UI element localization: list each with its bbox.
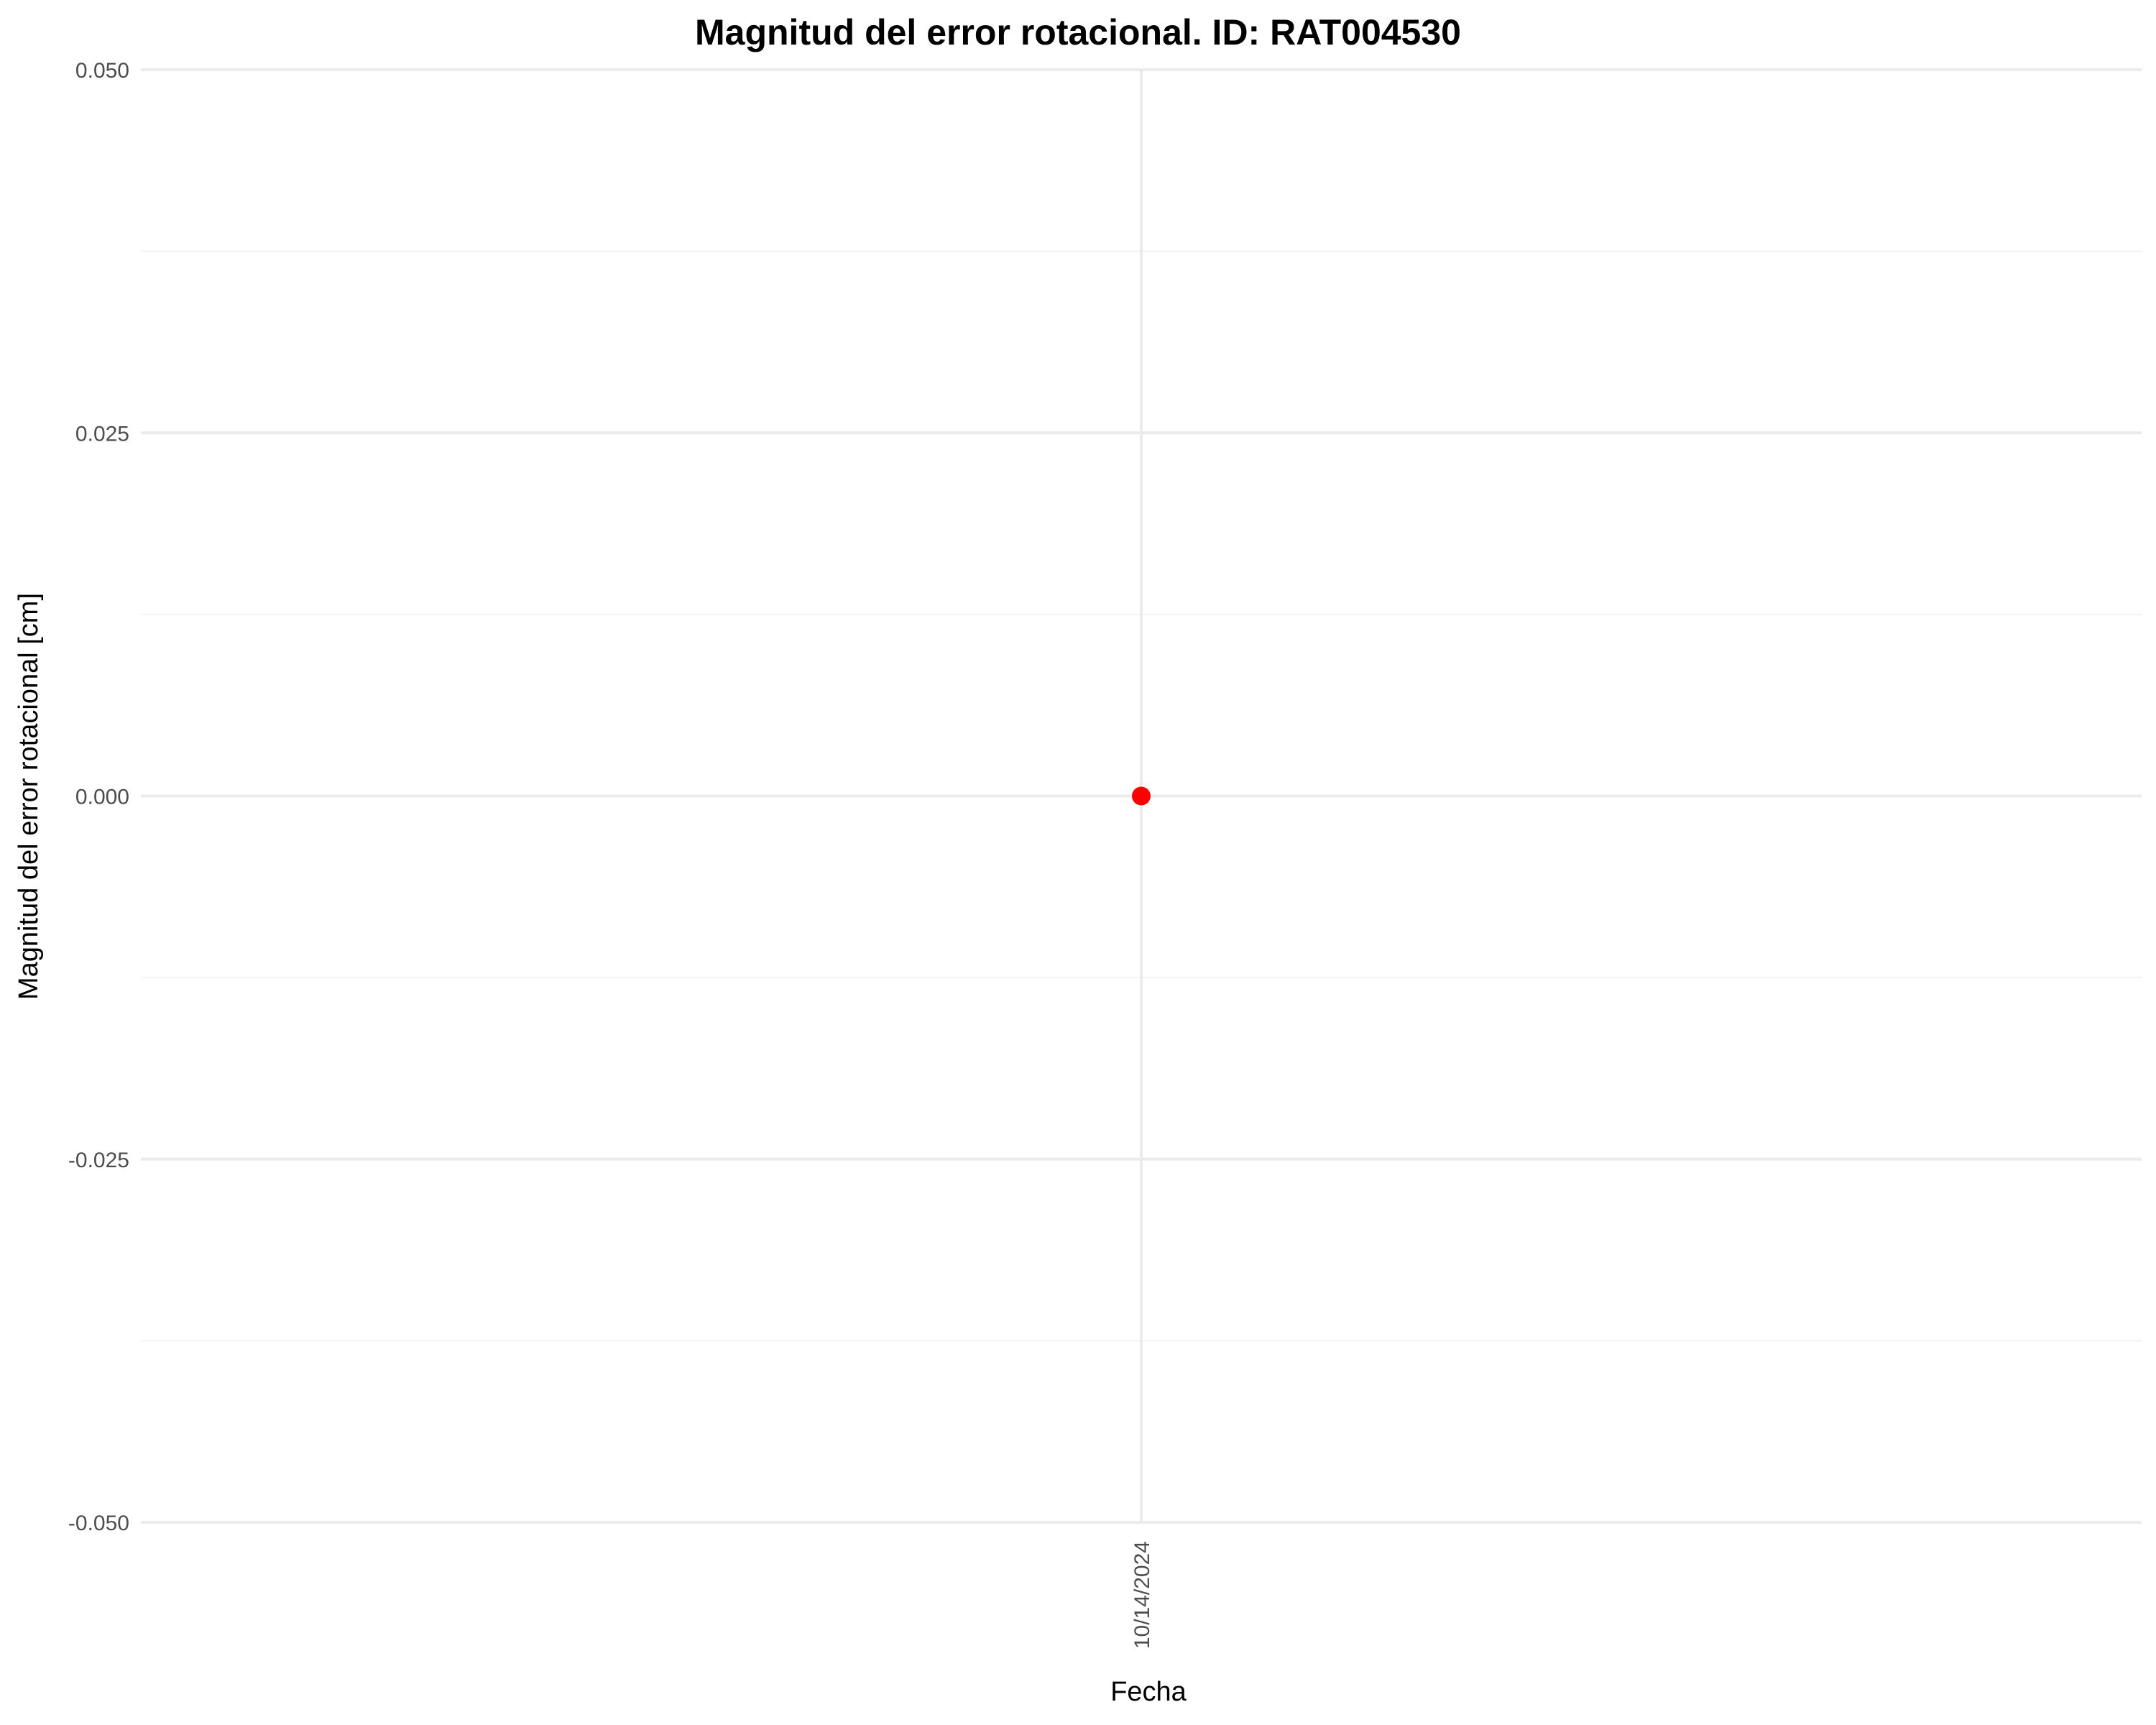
y-tick-label: -0.050 — [68, 1512, 129, 1535]
y-axis-title: Magnitud del error rotacional [cm] — [14, 593, 44, 1000]
x-axis-title: Fecha — [1110, 1677, 1187, 1707]
y-tick-label: 0.000 — [75, 786, 129, 809]
chart-title: Magnitud del error rotacional. ID: RAT00… — [695, 12, 1461, 52]
data-point — [1132, 786, 1151, 806]
y-tick-label: 0.050 — [75, 59, 129, 83]
y-axis-ticks: -0.050 -0.025 0.000 0.025 0.050 — [68, 59, 129, 1535]
y-tick-label: -0.025 — [68, 1149, 129, 1172]
data-points — [1132, 786, 1151, 806]
x-axis-ticks: 10/14/2024 — [1130, 1541, 1154, 1649]
x-tick-label: 10/14/2024 — [1130, 1541, 1154, 1649]
y-tick-label: 0.025 — [75, 422, 129, 446]
